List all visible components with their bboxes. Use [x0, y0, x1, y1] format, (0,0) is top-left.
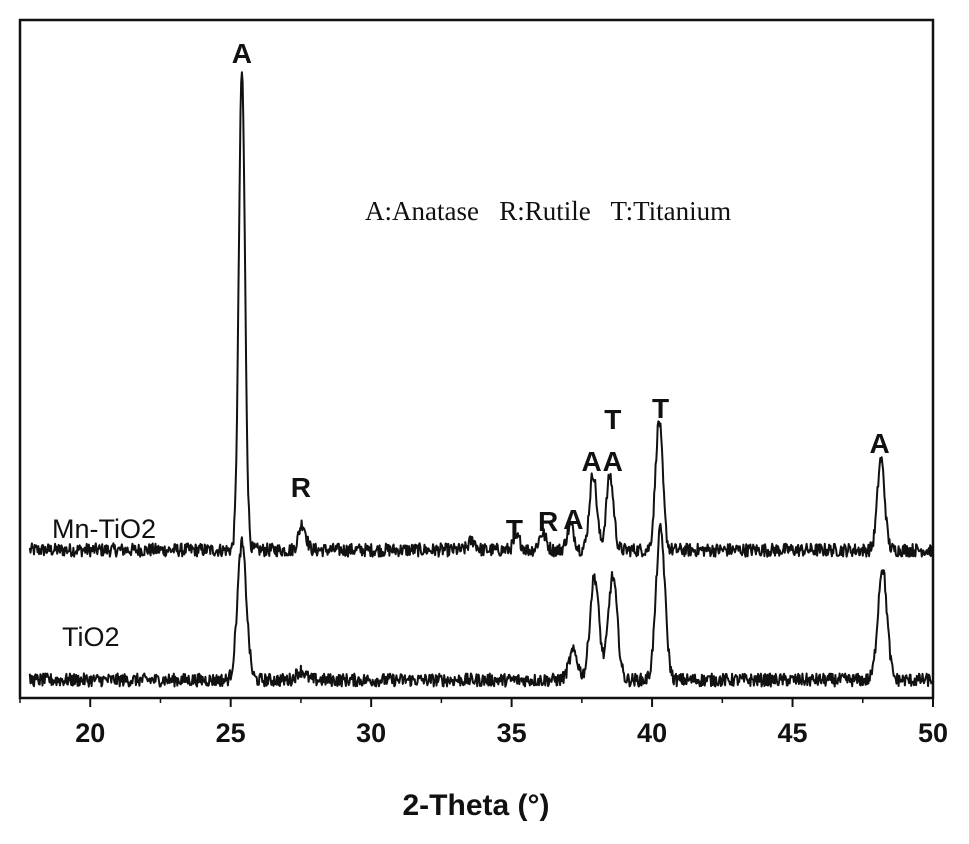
x-tick-label: 45 — [778, 718, 808, 748]
peak-label: A — [603, 446, 623, 477]
peak-label: A — [232, 38, 252, 69]
x-tick-label: 40 — [637, 718, 667, 748]
xrd-trace-tio2 — [28, 522, 933, 688]
xrd-trace-mn-tio2 — [28, 71, 933, 558]
peak-label: A — [870, 428, 890, 459]
series-label-mn-tio2: Mn-TiO2 — [52, 514, 156, 544]
peak-label: A — [582, 446, 602, 477]
phase-legend: A:Anatase R:Rutile T:Titanium — [365, 196, 731, 226]
peak-label: R — [291, 472, 311, 503]
peak-label: T — [652, 393, 669, 424]
plot-frame — [18, 18, 935, 700]
series-label-tio2: TiO2 — [62, 622, 120, 652]
x-tick-label: 20 — [75, 718, 105, 748]
peak-label: A — [563, 504, 583, 535]
x-tick-label: 35 — [497, 718, 527, 748]
peak-label: T — [604, 404, 621, 435]
x-axis-ticks: 20 25 30 35 40 45 50 — [19, 698, 948, 748]
plot-border — [18, 18, 935, 700]
x-tick-label: 25 — [216, 718, 246, 748]
trace-group — [28, 71, 933, 688]
peak-label: T — [506, 514, 523, 545]
peak-label-group: ART R AA AT TA — [232, 38, 890, 545]
x-tick-label: 50 — [918, 718, 948, 748]
x-axis-title: 2-Theta (°) — [403, 789, 550, 822]
x-tick-label: 30 — [356, 718, 386, 748]
peak-label: R — [538, 506, 558, 537]
